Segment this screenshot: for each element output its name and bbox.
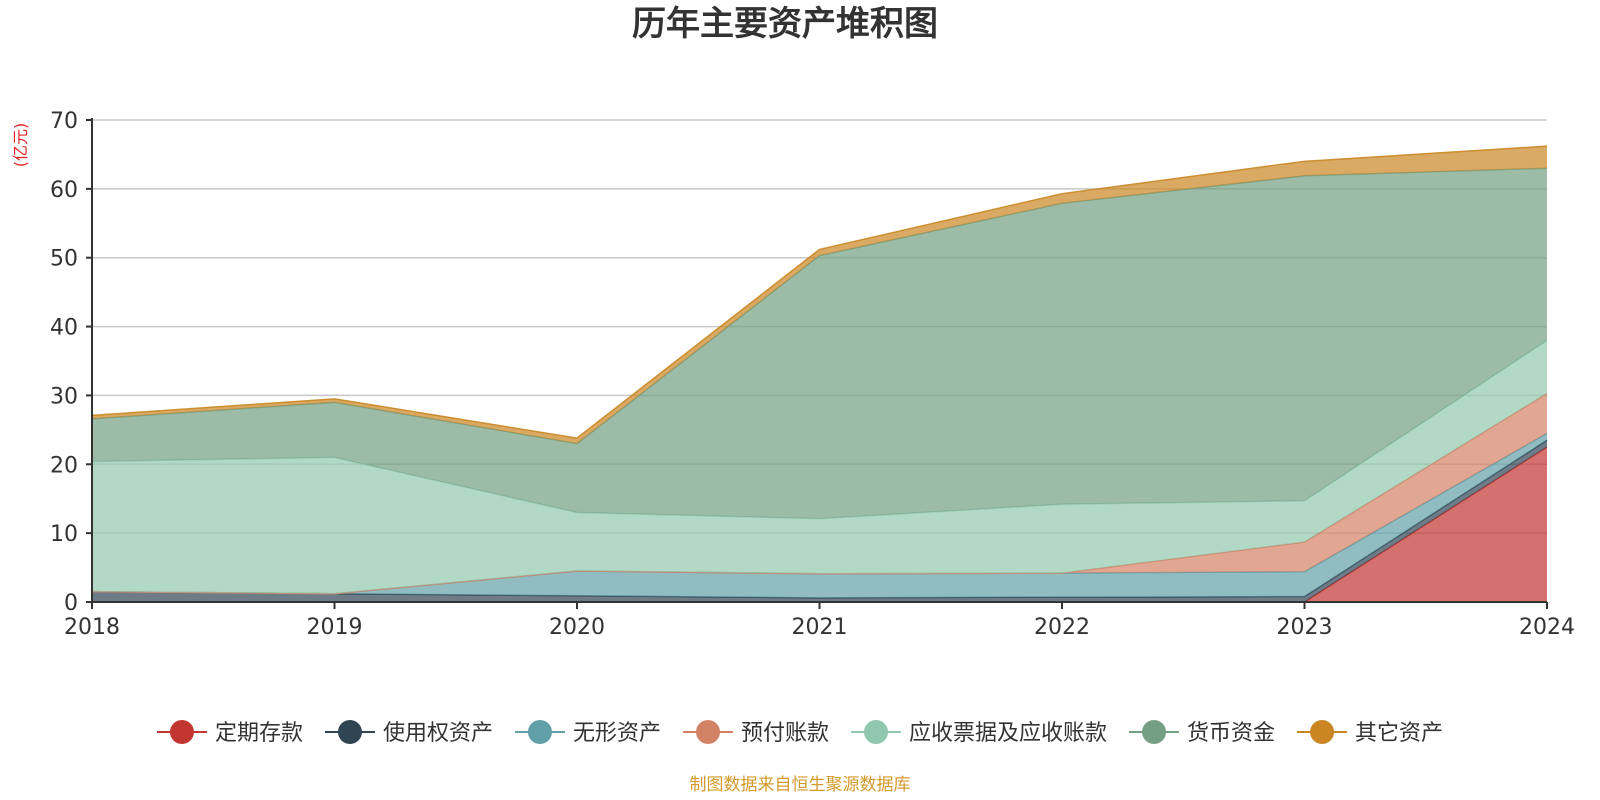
area-series (91, 145, 1548, 603)
x-tick-label: 2020 (549, 615, 605, 640)
legend-label: 无形资产 (573, 721, 661, 746)
legend-label: 货币资金 (1187, 721, 1275, 746)
legend-label: 使用权资产 (383, 721, 493, 746)
y-tick-label: 10 (50, 522, 78, 547)
y-tick-label: 30 (50, 384, 78, 409)
area-series-4 (92, 340, 1547, 594)
legend-item-1[interactable]: 使用权资产 (324, 720, 493, 746)
area-series-5 (92, 168, 1547, 519)
legend-item-3[interactable]: 预付账款 (682, 720, 829, 746)
x-tick-label: 2022 (1034, 615, 1090, 640)
chart-title: 历年主要资产堆积图 (632, 4, 938, 44)
legend-item-6[interactable]: 其它资产 (1297, 720, 1443, 746)
legend-item-2[interactable]: 无形资产 (514, 720, 661, 746)
legend-marker-icon (337, 720, 362, 744)
x-tick-label: 2024 (1519, 615, 1575, 640)
legend-label: 预付账款 (741, 721, 829, 746)
x-tick-label: 2018 (64, 615, 120, 640)
legend-item-4[interactable]: 应收票据及应收账款 (851, 720, 1107, 746)
legend-marker-icon (169, 720, 194, 744)
legend-label: 应收票据及应收账款 (909, 721, 1107, 746)
legend-marker-icon (695, 720, 720, 744)
y-tick-label: 20 (50, 453, 78, 478)
legend-label: 其它资产 (1355, 721, 1443, 746)
legend-marker-icon (864, 720, 889, 744)
y-tick-label: 50 (50, 247, 78, 272)
x-tick-label: 2021 (792, 615, 848, 640)
x-tick-label: 2019 (307, 615, 363, 640)
legend-marker-icon (527, 720, 552, 744)
source-note: 制图数据来自恒生聚源数据库 (690, 775, 911, 795)
legend-marker-icon (1142, 720, 1167, 744)
x-tick-label: 2023 (1277, 615, 1333, 640)
area-series-0 (92, 447, 1547, 602)
legend-item-5[interactable]: 货币资金 (1129, 720, 1275, 746)
legend: 定期存款 使用权资产 无形资产 预付账款 应收票据及应收账款 货币资金 其它资产 (156, 720, 1443, 746)
legend-marker-icon (1310, 720, 1335, 744)
y-tick-label: 0 (64, 591, 78, 616)
legend-item-0[interactable]: 定期存款 (156, 720, 303, 746)
y-axis-unit: (亿元) (11, 123, 30, 168)
axes: 2018 2019 2020 2021 2022 2023 2024 (64, 118, 1575, 640)
legend-label: 定期存款 (215, 721, 303, 746)
y-tick-label: 60 (50, 178, 78, 203)
series-line-6 (91, 145, 1548, 439)
y-tick-label: 40 (50, 316, 78, 341)
y-tick-label: 70 (50, 109, 78, 134)
